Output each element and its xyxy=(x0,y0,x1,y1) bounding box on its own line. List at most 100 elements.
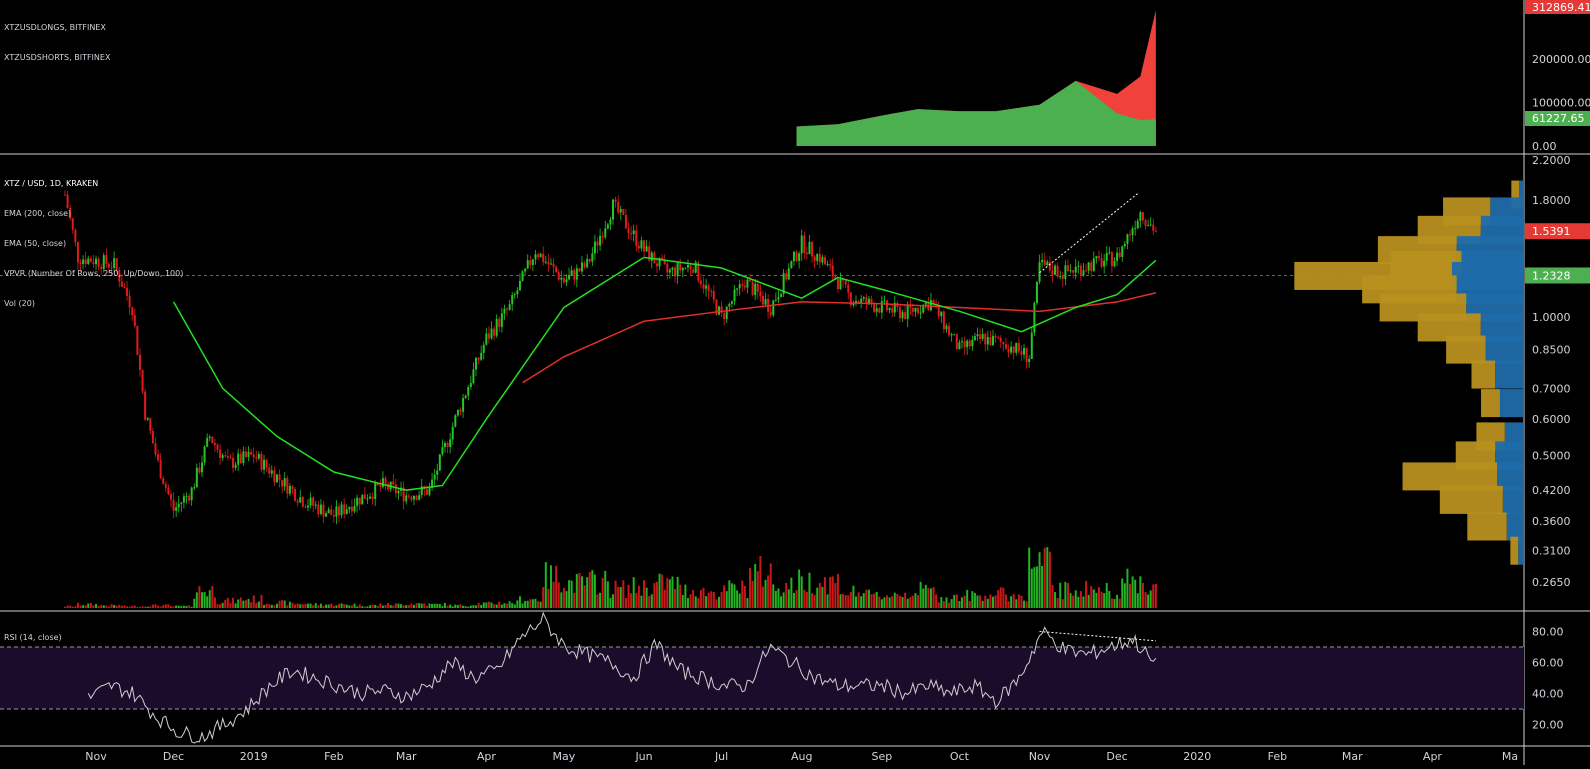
volume-bar xyxy=(363,606,366,608)
candle-body xyxy=(239,453,242,464)
candle-body xyxy=(1035,281,1038,304)
candle-body xyxy=(1046,261,1049,266)
volume-bar xyxy=(1113,599,1116,608)
volume-bar xyxy=(1051,584,1054,608)
volume-bar xyxy=(169,605,172,608)
volume-bar xyxy=(296,603,299,608)
volume-bar xyxy=(149,606,152,608)
candle-body xyxy=(66,194,69,209)
candle-body xyxy=(180,502,183,504)
candle-body xyxy=(208,436,211,438)
volume-bar xyxy=(278,600,281,608)
volume-bar xyxy=(381,605,384,608)
volume-bar xyxy=(686,598,689,608)
volume-bar xyxy=(226,597,229,608)
volume-bar xyxy=(927,588,930,608)
candle-body xyxy=(880,301,883,313)
candle-body xyxy=(518,280,521,291)
legend-longs: XTZUSDLONGS, BITFINEX xyxy=(4,23,106,32)
volume-bar xyxy=(730,583,733,608)
volume-bar xyxy=(1147,594,1150,608)
volume-bar xyxy=(203,591,206,608)
ema50-badge xyxy=(1525,267,1590,284)
volume-bar xyxy=(653,583,656,608)
candle-body xyxy=(182,496,185,503)
candle-body xyxy=(580,262,583,272)
volume-bar xyxy=(862,593,865,608)
volume-bar xyxy=(650,594,653,608)
rsi-axis-label: 80.00 xyxy=(1532,626,1564,639)
volume-bar xyxy=(593,574,596,608)
candle-body xyxy=(144,391,147,420)
candle-body xyxy=(84,259,87,264)
volume-bar xyxy=(141,606,144,608)
volume-bar xyxy=(829,576,832,608)
candle-body xyxy=(790,261,793,269)
candle-body xyxy=(844,280,847,285)
rsi-line xyxy=(87,611,1157,744)
shorts-badge-text: 312869.41 xyxy=(1532,1,1590,14)
volume-bar xyxy=(834,583,837,608)
volume-bar xyxy=(984,595,987,608)
volume-bar xyxy=(1056,598,1059,608)
volume-bar xyxy=(425,605,428,608)
candle-body xyxy=(1152,224,1155,231)
volume-bar xyxy=(898,595,901,608)
candle-body xyxy=(459,409,462,412)
volume-bar xyxy=(823,577,826,608)
volume-bar xyxy=(870,594,873,608)
candle-body xyxy=(219,449,222,458)
candle-body xyxy=(462,397,465,412)
volume-bar xyxy=(195,592,198,608)
vpvr-down-bar xyxy=(1467,512,1507,541)
volume-bar xyxy=(1017,594,1020,608)
volume-bar xyxy=(612,594,615,608)
volume-bar xyxy=(521,603,524,608)
volume-bar xyxy=(506,603,509,608)
candle-body xyxy=(319,504,322,515)
volume-bar xyxy=(839,594,842,608)
candle-body xyxy=(265,459,268,468)
candle-body xyxy=(994,335,997,338)
volume-bar xyxy=(193,598,196,608)
candle-body xyxy=(348,507,351,510)
volume-bar xyxy=(250,602,253,608)
candle-body xyxy=(769,311,772,316)
volume-bar xyxy=(469,605,472,608)
candle-body xyxy=(1118,252,1121,258)
volume-bar xyxy=(443,603,446,608)
candle-body xyxy=(420,486,423,496)
x-axis-label: Dec xyxy=(1106,750,1127,763)
candle-body xyxy=(1095,256,1098,259)
volume-bar xyxy=(1134,579,1137,608)
ema50-line xyxy=(172,256,1157,491)
top-axis-label: 0.00 xyxy=(1532,140,1557,153)
candle-body xyxy=(1085,270,1088,272)
volume-bar xyxy=(301,604,304,608)
volume-bar xyxy=(412,605,415,608)
candle-body xyxy=(712,291,715,300)
candle-body xyxy=(154,443,157,455)
candle-body xyxy=(389,481,392,490)
candle-body xyxy=(813,256,816,261)
candle-body xyxy=(1103,260,1106,267)
price-axis-label: 0.5000 xyxy=(1532,449,1571,462)
volume-bar xyxy=(681,594,684,608)
candle-body xyxy=(782,273,785,295)
candle-body xyxy=(575,268,578,280)
candle-body xyxy=(1004,343,1007,349)
candle-body xyxy=(723,312,726,320)
volume-bar xyxy=(632,577,635,608)
candle-body xyxy=(247,451,250,457)
x-axis-label: 2019 xyxy=(240,750,268,763)
volume-bar xyxy=(495,604,498,608)
volume-bar xyxy=(211,586,214,608)
volume-bar xyxy=(493,604,496,608)
candle-body xyxy=(929,300,932,311)
vpvr-up-bar xyxy=(1485,335,1524,364)
vpvr-up-bar xyxy=(1497,462,1524,491)
candle-body xyxy=(159,460,162,479)
candle-body xyxy=(945,325,948,330)
volume-bar xyxy=(159,606,162,608)
